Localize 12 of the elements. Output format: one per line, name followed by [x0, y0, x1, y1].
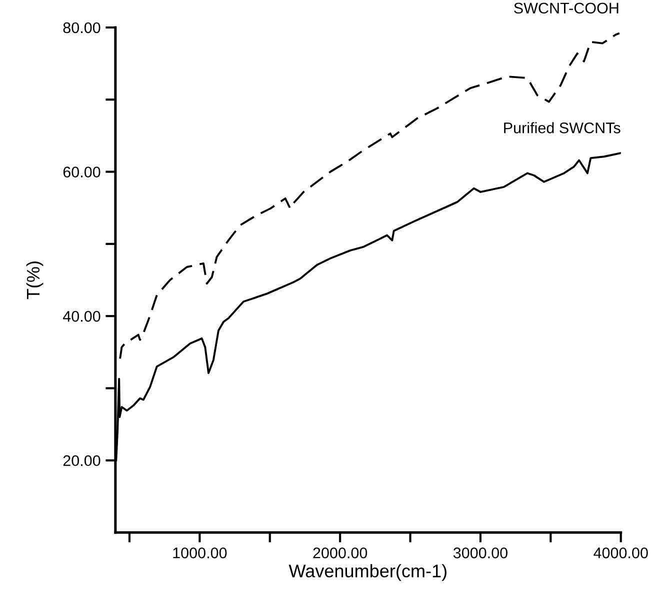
x-axis-title: Wavenumber(cm-1) — [288, 564, 446, 581]
y-tick-label: 20.00 — [63, 455, 100, 466]
x-tick-label: 4000.00 — [594, 548, 648, 558]
x-tick-label: 2000.00 — [313, 548, 368, 558]
y-tick-label: 60.00 — [63, 166, 100, 178]
series-label: SWCNT-COOH — [514, 2, 618, 14]
series-label: Purified SWCNTs — [504, 122, 620, 134]
x-tick-label: 3000.00 — [453, 548, 508, 558]
y-tick-label: 40.00 — [62, 310, 100, 322]
y-axis-title: T(%) — [26, 262, 44, 300]
y-tick-label: 80.00 — [63, 22, 100, 34]
x-tick-label: 1000.00 — [173, 548, 227, 558]
